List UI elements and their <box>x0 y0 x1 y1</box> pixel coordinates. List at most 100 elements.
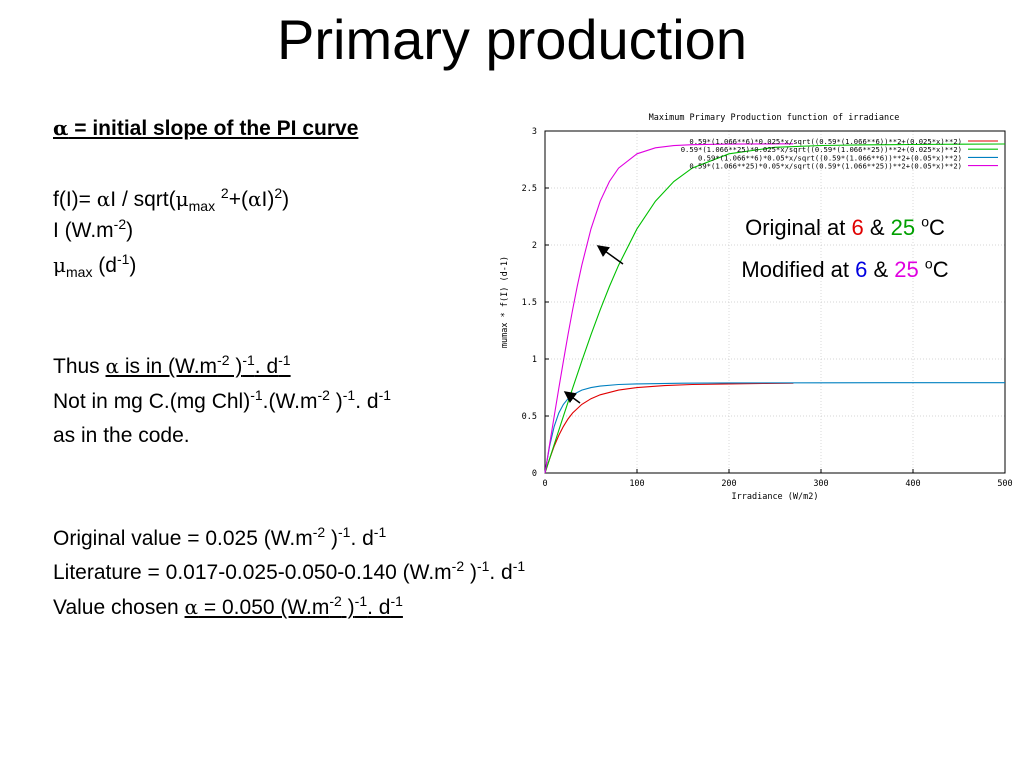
not-in-line: Not in mg C.(mg Chl)-1.(W.m-2 )-1. d-1 <box>53 387 391 415</box>
ampersand: & <box>867 257 895 282</box>
modified-temp-25: 25 <box>894 257 919 282</box>
literature-line: Literature = 0.017-0.025-0.050-0.140 (W.… <box>53 558 526 586</box>
series-line-2 <box>544 143 1006 474</box>
exponent: -1 <box>337 524 351 540</box>
chart-legend: 0.59*(1.066**6)*0.025*x/sqrt((0.59*(1.06… <box>681 137 998 171</box>
value-chosen-unit-text: = 0.050 (W.m <box>198 596 330 619</box>
exponent: -1 <box>373 524 387 540</box>
exponent: -1 <box>250 387 263 403</box>
degree-c: C <box>929 215 945 240</box>
mumax-unit-line: μmax (d-1) <box>53 252 136 279</box>
degree-o: o <box>924 255 933 272</box>
modified-annotation: Modified at 6 & 25 oC <box>700 256 990 284</box>
close-paren: ) <box>325 527 338 550</box>
alpha-symbol: α <box>247 187 262 211</box>
original-value-text: Original value = 0.025 (W.m <box>53 527 313 550</box>
y-tick-label: 1 <box>532 355 537 365</box>
arrow-lower <box>563 391 581 404</box>
series-line-3 <box>544 382 1005 474</box>
y-tick-label: 0 <box>532 469 537 479</box>
modified-temp-6: 6 <box>855 257 868 282</box>
formula-prefix: f(I)= <box>53 188 97 211</box>
value-chosen-line: Value chosen α = 0.050 (W.m-2 )-1. d-1 <box>53 594 403 621</box>
y-axis-label: mumax * f(I) (d-1) <box>500 256 510 348</box>
thus-line: Thus α is in (W.m-2 )-1. d-1 <box>53 353 291 380</box>
exponent: -1 <box>242 352 255 368</box>
page-title: Primary production <box>277 8 747 71</box>
original-prefix: Original at <box>745 215 852 240</box>
formula-plus: +( <box>228 188 248 211</box>
not-in-text: Not in mg C.(mg Chl) <box>53 390 251 413</box>
original-annotation: Original at 6 & 25 oC <box>700 214 990 242</box>
series-line-4 <box>544 143 794 474</box>
dot-d: . d <box>254 355 279 378</box>
mu-subscript: max <box>66 264 93 281</box>
alpha-symbol: α <box>53 116 69 140</box>
exponent: -1 <box>278 352 291 368</box>
exponent: -2 <box>451 558 465 574</box>
pi-curve-chart: Maximum Primary Production function of i… <box>490 100 1020 505</box>
exponent: -2 <box>113 216 127 232</box>
original-value-line: Original value = 0.025 (W.m-2 )-1. d-1 <box>53 524 387 552</box>
irradiance-unit-line: I (W.m-2) <box>53 216 134 244</box>
mumax-unit-end: ) <box>129 254 137 277</box>
exponent: -2 <box>317 387 330 403</box>
squared-exponent: 2 <box>220 185 229 201</box>
dot-d: . d <box>355 390 379 413</box>
code-line: as in the code. <box>53 424 190 447</box>
formula-line: f(I)= αI / sqrt(μmax 2+(αI)2) <box>53 186 289 213</box>
x-tick-label: 0 <box>542 479 547 489</box>
exponent: -1 <box>342 387 356 403</box>
exponent: -2 <box>329 593 342 609</box>
mu-subscript: max <box>188 198 216 215</box>
arrow-upper <box>596 245 624 265</box>
modified-prefix: Modified at <box>741 257 856 282</box>
exponent: -1 <box>476 558 490 574</box>
chart-ticks: 0 100 200 300 400 500 0 0.5 1 1.5 2 2.5 3 <box>522 127 1013 489</box>
y-tick-label: 0.5 <box>522 412 537 422</box>
legend-label-1: 0.59*(1.066**6)*0.025*x/sqrt((0.59*(1.06… <box>689 137 962 146</box>
close-paren: ) <box>329 390 343 413</box>
value-chosen-text: Value chosen <box>53 596 185 619</box>
original-temp-6: 6 <box>851 215 864 240</box>
dot-d: . d <box>367 596 391 619</box>
degree-o: o <box>921 213 930 230</box>
series-line-1 <box>544 382 794 474</box>
exponent: -1 <box>116 251 130 267</box>
close-paren: ) <box>341 596 355 619</box>
irradiance-unit-end: ) <box>126 219 134 242</box>
x-tick-label: 200 <box>721 479 736 489</box>
chart-title: Maximum Primary Production function of i… <box>649 113 900 123</box>
exponent: -2 <box>312 524 326 540</box>
exponent: -1 <box>390 593 403 609</box>
x-tick-label: 300 <box>813 479 828 489</box>
exponent: -1 <box>512 558 526 574</box>
mu-symbol: μ <box>53 253 66 277</box>
formula-I: I) <box>261 188 275 211</box>
legend-label-4: 0.59*(1.066**25)*0.05*x/sqrt((0.59*(1.06… <box>689 162 962 171</box>
formula-mid: I / sqrt( <box>110 188 176 211</box>
y-tick-label: 1.5 <box>522 298 537 308</box>
alpha-definition-text: = initial slope of the PI curve <box>68 117 359 140</box>
alpha-symbol: α <box>184 595 199 619</box>
original-temp-25: 25 <box>890 215 916 240</box>
x-axis-label: Irradiance (W/m2) <box>732 492 819 502</box>
mumax-unit-text: (d <box>92 254 117 277</box>
literature-text: Literature = 0.017-0.025-0.050-0.140 (W.… <box>53 561 452 584</box>
exponent: -1 <box>354 593 368 609</box>
alpha-symbol: α <box>96 187 111 211</box>
irradiance-unit-text: I (W.m <box>53 219 114 242</box>
exponent: -2 <box>217 352 230 368</box>
degree-c: C <box>932 257 949 282</box>
close-paren: ) <box>229 355 243 378</box>
mu-symbol: μ <box>175 187 189 211</box>
close-paren: ) <box>464 561 477 584</box>
y-tick-label: 2.5 <box>522 184 537 194</box>
ampersand: & <box>863 215 891 240</box>
not-in-unit-text: .(W.m <box>262 390 318 413</box>
dot-d: . d <box>350 527 374 550</box>
thus-text: Thus <box>53 355 106 378</box>
legend-label-2: 0.59*(1.066**25)*0.025*x/sqrt((0.59*(1.0… <box>681 145 962 154</box>
y-tick-label: 3 <box>532 127 537 137</box>
thus-unit-text: is in (W.m <box>119 355 218 378</box>
